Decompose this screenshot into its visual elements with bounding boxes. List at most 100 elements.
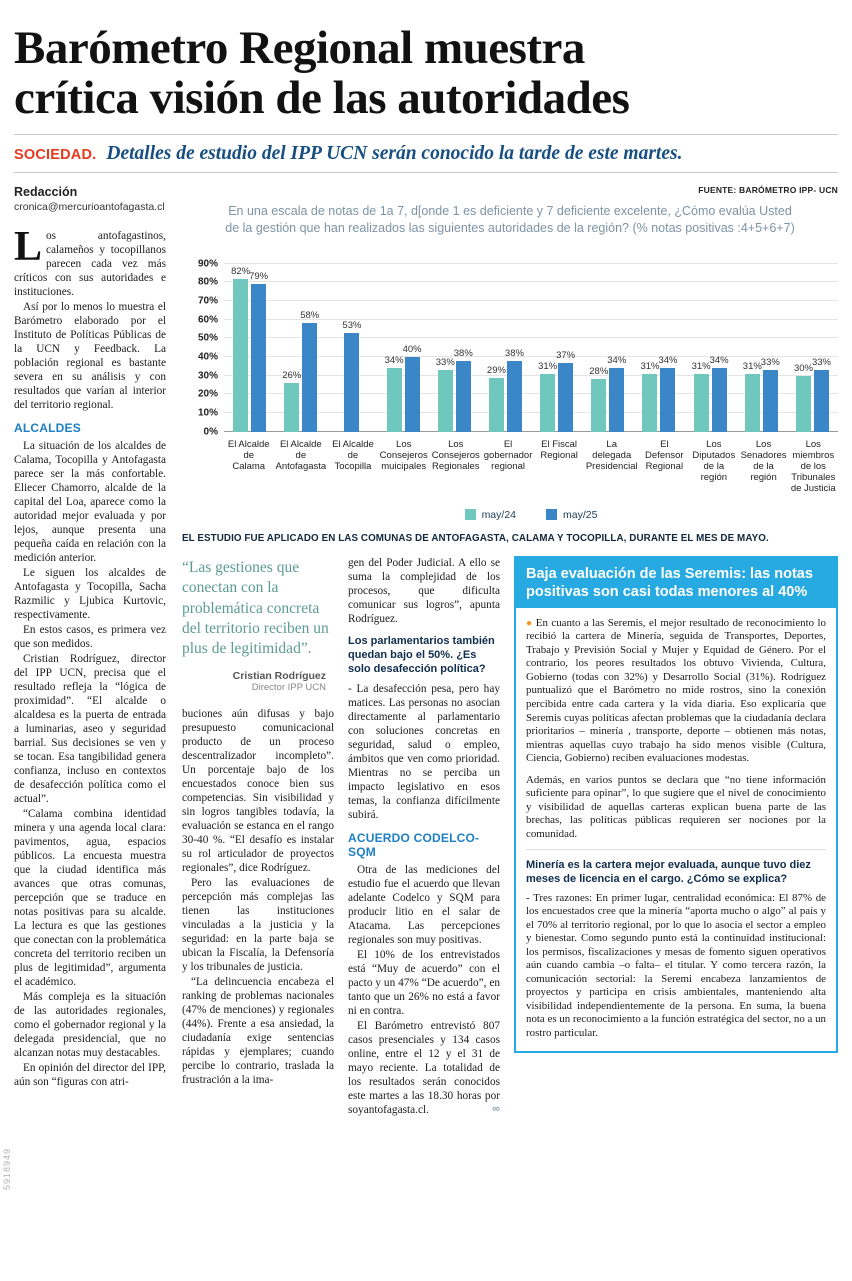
bar-may-25: 79% [249, 271, 268, 432]
bar-value-label: 34% [384, 355, 404, 367]
paragraph: - Tres razones: En primer lugar, central… [526, 891, 826, 1039]
bar-may-25: 33% [761, 357, 780, 432]
x-axis-category-label: Los Senadores de la región [740, 438, 787, 484]
y-axis-tick: 60% [197, 314, 218, 326]
headline-line-2: crítica visión de las autoridades [14, 71, 630, 124]
bullet-icon: ● [526, 617, 533, 629]
chart-plot: 0% 10% 20% 30% 40% 50% 60% 70% 80% 90% 82% 79% 26% 58… [198, 258, 838, 437]
byline-email: cronica@mercurioantofagasta.cl [14, 200, 165, 213]
x-axis-category-label: El Alcalde de Tocopilla [332, 438, 374, 473]
gridline [224, 318, 838, 320]
end-of-story-icon: ∞ [492, 1102, 500, 1115]
y-axis-tick: 40% [197, 351, 218, 363]
bar-group: 29% 38% [480, 264, 531, 432]
article-column-1: Redacción cronica@mercurioantofagasta.cl… [14, 185, 166, 1118]
x-axis-category-label: El Fiscal Regional [540, 438, 578, 461]
paragraph: gen del Poder Judicial. A ello se suma l… [348, 556, 500, 625]
gridline [224, 281, 838, 283]
legend-item: may/24 [464, 509, 516, 521]
bar-may-25: 58% [300, 310, 319, 432]
paragraph-text: os antofagastinos, calameños y tocopilla… [14, 229, 166, 298]
bar-value-label: 31% [742, 360, 762, 372]
bar-may-24: 31% [640, 361, 659, 432]
chart-title: En una escala de notas de 1a 7, d[onde 1… [225, 203, 795, 236]
y-axis-tick: 0% [203, 426, 218, 438]
bar-may-24: 30% [794, 363, 813, 432]
paragraph: ● En cuanto a las Seremis, el mejor resul… [526, 617, 826, 766]
paragraph: Además, en varios puntos se declara que … [526, 773, 826, 840]
bar-value-label: 33% [811, 357, 831, 369]
gridline [224, 374, 838, 376]
paragraph: Otra de las mediciones del estudio fue e… [348, 863, 500, 946]
bar-may-24: 31% [743, 361, 762, 432]
x-axis-category-label: El Alcalde de Antofagasta [275, 438, 327, 473]
bar-may-24: 28% [589, 366, 608, 432]
divider [14, 133, 838, 135]
paragraph: El Barómetro entrevistó 807 casos presen… [348, 1019, 500, 1117]
x-axis-category-label: La delegada Presidencial [585, 438, 638, 473]
x-axis-category-label: Los miembros de los Tribunales de Justic… [790, 438, 836, 495]
bar-group: 31% 34% [685, 264, 736, 432]
deck-row: SOCIEDAD. Detalles de estudio del IPP UC… [14, 135, 838, 173]
byline-name: Redacción [14, 184, 78, 199]
bar-may-24: 82% [231, 266, 250, 432]
paragraph: buciones aún difusas y bajo presupuesto … [182, 707, 334, 874]
bar-group: 31% 37% [531, 264, 582, 432]
bar-may-25: 38% [454, 348, 473, 432]
paragraph: Le siguen los alcaldes de Antofagasta y … [14, 566, 166, 621]
x-axis-category-label: Los Consejeros Regionales [431, 438, 480, 473]
bar-may-24: 26% [282, 370, 301, 432]
seremis-sidebar-box: Baja evaluación de las Seremis: las nota… [514, 555, 838, 1054]
bar-value-label: 28% [589, 366, 609, 378]
y-axis-tick: 50% [197, 332, 218, 344]
chart-categories: El Alcalde de Calama El Alcalde de Antofa… [224, 439, 838, 495]
bar-group: 28% 34% [582, 264, 633, 432]
paragraph: “Calama combina identidad minera y una a… [14, 807, 166, 988]
bar-value-label: 31% [538, 360, 558, 372]
paragraph-text: El Barómetro entrevistó 807 casos presen… [348, 1019, 500, 1116]
bar-may-24: 34% [385, 355, 404, 432]
paragraph: La situación de los alcaldes de Calama, … [14, 439, 166, 564]
paragraph: Así por lo menos lo muestra el Barómetro… [14, 300, 166, 411]
bar-value-label: 82% [231, 265, 251, 277]
deck-text: Detalles de estudio del IPP UCN serán co… [106, 142, 683, 164]
section-subhead-codelco-sqm: ACUERDO CODELCO- SQM [348, 830, 480, 859]
bar-group: 33% 38% [429, 264, 480, 432]
bar-may-25: 34% [607, 355, 626, 432]
gridline [224, 337, 838, 339]
legend-item: may/25 [546, 509, 597, 521]
bar-value-label: 31% [640, 360, 660, 372]
bar-may-24: 29% [487, 365, 506, 432]
legend-swatch [546, 509, 557, 521]
chart-source: FUENTE: BARÓMETRO IPP- UCN [698, 184, 838, 195]
y-axis-tick: 20% [197, 388, 218, 400]
paragraph: - La desafección pesa, pero hay matices.… [348, 682, 500, 821]
bar-group: 34% 40% [378, 264, 429, 432]
x-axis-category-label: El Defensor Regional [645, 438, 684, 473]
bar-group: 53% [326, 264, 377, 432]
paragraph: En opinión del director del IPP, aún son… [14, 1061, 166, 1088]
bar-value-label: 34% [709, 355, 729, 367]
paragraph: El 10% de los entrevistados está “Muy de… [348, 948, 500, 1017]
bar-group: 30% 33% [787, 264, 838, 432]
paragraph: Más compleja es la situación de las auto… [14, 990, 166, 1059]
legend-swatch [464, 509, 476, 521]
print-edition-code: 5918949 [2, 1147, 12, 1190]
gridline [224, 355, 838, 357]
lower-columns: “Las gestiones que conectan con la probl… [182, 555, 838, 1118]
pull-quote: “Las gestiones que conectan con la probl… [182, 558, 329, 658]
bar-may-25: 33% [812, 357, 831, 432]
bar-may-25: 40% [403, 344, 422, 432]
paragraph: “La delincuencia encabeza el ranking de … [182, 975, 334, 1086]
bar-group: 82% 79% [224, 264, 275, 432]
chart-caption: EL ESTUDIO FUE APLICADO EN LAS COMUNAS D… [182, 532, 769, 544]
sidebar-box-title: Baja evaluación de las Seremis: las nota… [516, 557, 836, 608]
y-axis-tick: 10% [197, 407, 218, 419]
page-title: Barómetro Regional muestra crítica visió… [14, 23, 838, 124]
bar-chart: En una escala de notas de 1a 7, d[onde 1… [182, 203, 838, 521]
bar-value-label: 34% [607, 355, 627, 367]
bar-value-label: 38% [504, 347, 524, 359]
x-axis-category-label: Los Consejeros muicipales [379, 438, 428, 473]
bar-value-label: 40% [402, 343, 422, 355]
